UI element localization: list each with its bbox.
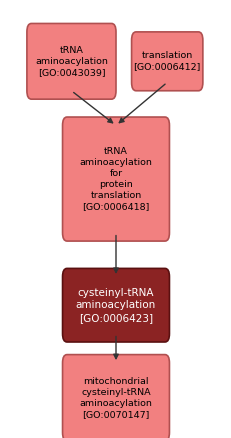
FancyBboxPatch shape <box>62 117 169 241</box>
Text: tRNA
aminoacylation
for
protein
translation
[GO:0006418]: tRNA aminoacylation for protein translat… <box>79 147 152 211</box>
Text: mitochondrial
cysteinyl-tRNA
aminoacylation
[GO:0070147]: mitochondrial cysteinyl-tRNA aminoacylat… <box>79 377 152 419</box>
Text: cysteinyl-tRNA
aminoacylation
[GO:0006423]: cysteinyl-tRNA aminoacylation [GO:000642… <box>76 288 155 323</box>
Text: tRNA
aminoacylation
[GO:0043039]: tRNA aminoacylation [GO:0043039] <box>35 46 107 77</box>
FancyBboxPatch shape <box>62 268 169 342</box>
Text: translation
[GO:0006412]: translation [GO:0006412] <box>133 51 200 71</box>
FancyBboxPatch shape <box>27 24 116 99</box>
FancyBboxPatch shape <box>62 355 169 438</box>
FancyBboxPatch shape <box>131 32 202 91</box>
